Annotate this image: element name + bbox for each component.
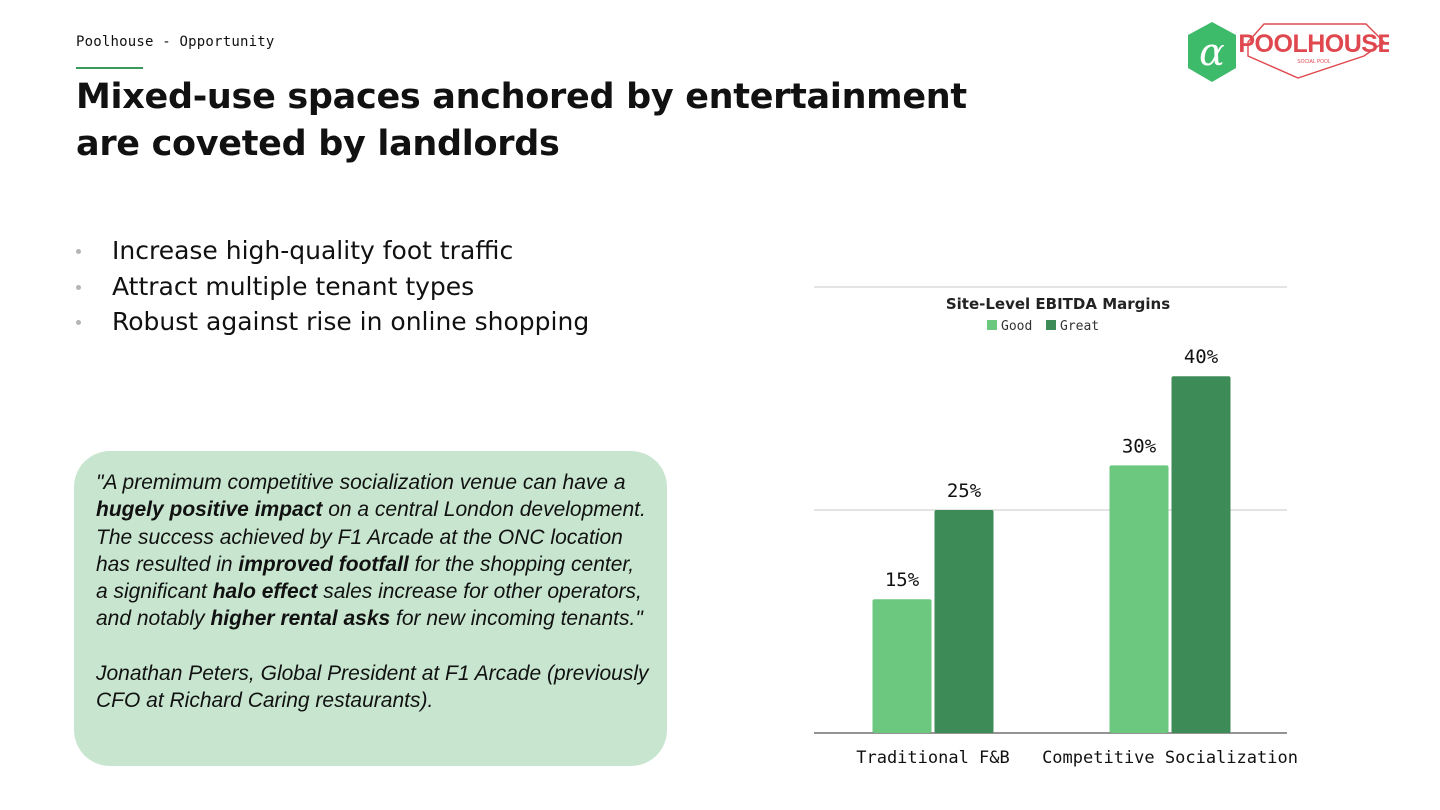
bullet-dot — [76, 320, 81, 325]
ebitda-margin-chart: Site-Level EBITDA Margins Good Great 15% 25%… — [814, 286, 1298, 768]
testimonial-quote-card: "A premimum competitive socialization ve… — [74, 451, 667, 766]
bar — [872, 599, 932, 733]
quote-highlight: hugely positive impact — [96, 498, 323, 522]
quote-segment: on a central London development. The suc… — [96, 498, 646, 576]
bullet-text: Attract multiple tenant types — [112, 271, 475, 301]
legend-swatch — [987, 320, 997, 330]
bar-data-label: 15% — [885, 569, 920, 591]
bar-data-label: 25% — [947, 480, 982, 502]
logo-wordmark: POOLHOUSE — [1238, 30, 1389, 58]
quote-segment: for the shopping center, a significant — [96, 552, 635, 604]
legend-label: Great — [1060, 319, 1099, 334]
chart-title: Site-Level EBITDA Margins — [946, 295, 1170, 313]
bullet-dot — [76, 249, 81, 254]
bullet-item: Increase high-quality foot traffic — [76, 233, 589, 269]
quote-text: "A premimum competitive socialization ve… — [96, 469, 649, 633]
page-title: Mixed-use spaces anchored by entertainme… — [76, 77, 967, 164]
category-tick-label: Traditional F&B — [856, 748, 1010, 768]
quote-segment: for new incoming tenants." — [390, 607, 643, 631]
bullet-dot — [76, 284, 81, 290]
logo-alpha-symbol: α — [1199, 30, 1225, 74]
quote-highlight: improved footfall — [238, 552, 409, 576]
bar-data-label: 40% — [1184, 346, 1219, 368]
bar — [1109, 465, 1169, 733]
benefit-bullet-list: Increase high-quality foot traffic Attra… — [76, 233, 589, 340]
bullet-text: Robust against rise in online shopping — [112, 307, 590, 336]
logo-hexagon-icon — [1188, 22, 1236, 82]
logo-banner-outline — [1247, 23, 1386, 79]
bullet-item: Robust against rise in online shopping — [76, 304, 589, 340]
bar — [934, 510, 994, 733]
quote-segment: sales increase for other operators, and … — [96, 580, 642, 631]
bullet-text: Increase high-quality foot traffic — [112, 236, 514, 265]
quote-segment: "A premimum competitive socialization ve… — [96, 471, 626, 494]
quote-attribution: Jonathan Peters, Global President at F1 … — [96, 661, 649, 713]
logo-tagline: SOCIAL POOL — [1297, 59, 1331, 65]
quote-highlight: halo effect — [212, 580, 318, 604]
bar-data-label: 30% — [1122, 435, 1157, 457]
bullet-item: Attract multiple tenant types — [76, 269, 589, 305]
eyebrow-label: Poolhouse - Opportunity — [76, 34, 275, 50]
poolhouse-logo: α POOLHOUSE SOCIAL POOL — [1188, 22, 1389, 82]
bar — [1171, 376, 1231, 733]
quote-highlight: higher rental asks — [210, 607, 391, 631]
legend-swatch — [1046, 320, 1056, 330]
eyebrow-underline — [76, 67, 143, 69]
legend-label: Good — [1001, 319, 1032, 334]
category-tick-label: Competitive Socialization — [1042, 748, 1298, 768]
